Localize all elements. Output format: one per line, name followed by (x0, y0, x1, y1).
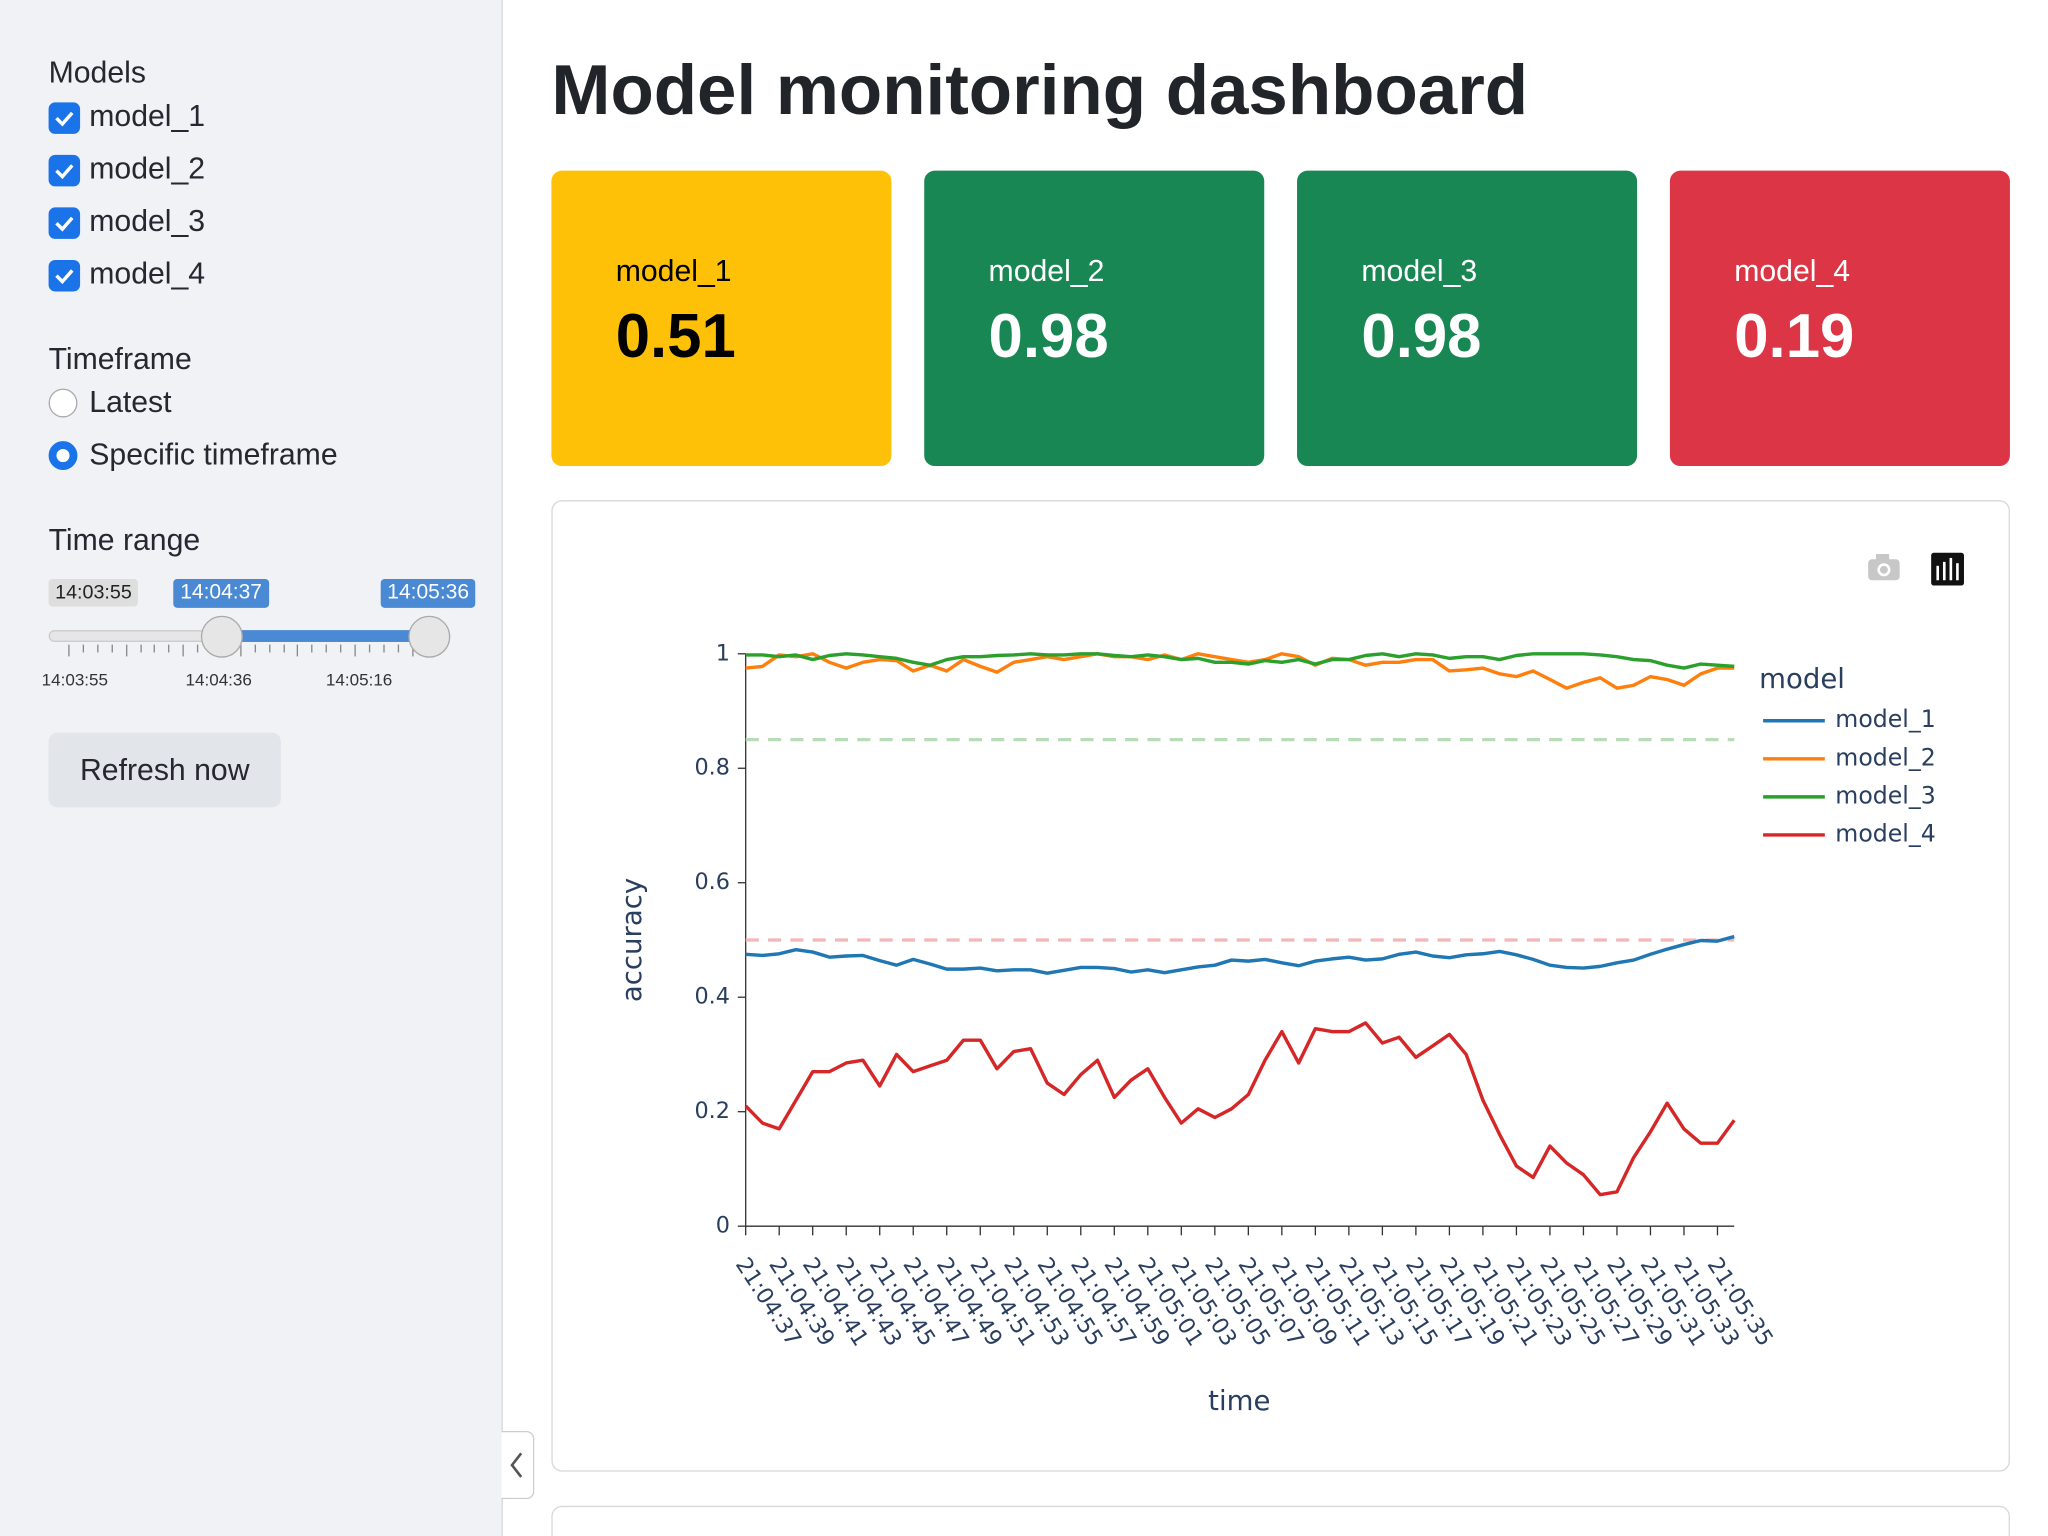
slider-tick-label: 14:03:55 (41, 669, 109, 690)
checkbox-label[interactable]: model_2 (89, 150, 206, 186)
checkbox[interactable] (48, 154, 81, 187)
legend-label: model_2 (1835, 743, 1935, 771)
metric-label: model_3 (1361, 253, 1478, 288)
check-icon (55, 216, 74, 232)
metric-value: 0.51 (615, 300, 736, 371)
legend-label: model_3 (1835, 781, 1935, 809)
series-line (745, 652, 1735, 690)
slider-range (222, 630, 430, 642)
slider-minor-tick (340, 644, 342, 653)
series-line (745, 934, 1735, 975)
slider-minor-tick (182, 644, 185, 657)
metric-value: 0.19 (1734, 300, 1855, 371)
check-icon (55, 269, 74, 285)
timeframe-label: Timeframe (48, 341, 192, 376)
metric-card: model_3 0.98 (1297, 170, 1638, 467)
collapse-sidebar-button[interactable] (501, 1430, 535, 1500)
page-title: Model monitoring dashboard (551, 51, 1529, 130)
checkbox-label[interactable]: model_1 (89, 98, 206, 133)
check-icon (55, 111, 74, 127)
radio-label[interactable]: Latest (89, 384, 172, 419)
legend-label: model_1 (1835, 705, 1935, 733)
metric-label: model_1 (615, 253, 732, 288)
slider-minor-tick (325, 644, 328, 653)
chart-card (551, 1505, 2010, 1536)
y-tick-label: 0.6 (694, 869, 729, 895)
chart-card (551, 500, 2010, 1472)
slider-minor-tick (197, 644, 199, 653)
plotly-logo-icon[interactable] (1931, 552, 1964, 586)
slider-minor-tick (168, 644, 170, 653)
checkbox[interactable] (48, 259, 81, 292)
slider-minor-tick (397, 644, 399, 653)
refresh-button[interactable]: Refresh now (48, 732, 281, 808)
chevron-icon (510, 1452, 523, 1478)
slider-handle[interactable] (408, 615, 451, 658)
slider-minor-tick (311, 644, 313, 653)
checkbox[interactable] (48, 102, 81, 134)
legend-title: model (1759, 663, 1845, 695)
y-tick-label: 0.4 (694, 984, 729, 1010)
y-tick-label: 1 (716, 640, 730, 666)
sidebar: Models Timeframe Time range Refresh now … (0, 0, 503, 1536)
slider-minor-tick (125, 644, 127, 657)
series-line (745, 652, 1735, 670)
radio-button[interactable] (48, 441, 78, 470)
slider-minor-tick (368, 644, 371, 653)
y-tick-label: 0 (716, 1213, 730, 1239)
slider-minor-tick (111, 644, 113, 653)
slider-value-label: 14:04:37 (173, 578, 269, 608)
metric-label: model_4 (1734, 253, 1851, 288)
x-axis-title: time (1208, 1385, 1270, 1417)
slider-minor-tick (383, 644, 385, 653)
legend-label: model_4 (1835, 819, 1935, 847)
slider-value-label: 14:05:36 (380, 578, 476, 608)
checkbox[interactable] (48, 207, 81, 239)
slider-minor-tick (82, 644, 84, 653)
slider-minor-tick (96, 644, 99, 653)
metric-label: model_2 (988, 253, 1105, 288)
time-range-label: Time range (48, 522, 201, 557)
slider-minor-tick (297, 644, 299, 657)
slider-minor-tick (282, 644, 285, 653)
y-tick-label: 0.8 (694, 755, 729, 781)
slider-minor-tick (139, 644, 142, 653)
metric-card: model_2 0.98 (924, 170, 1265, 467)
checkbox-label[interactable]: model_4 (89, 255, 206, 291)
series-line (744, 1021, 1736, 1197)
camera-icon[interactable] (1868, 554, 1900, 581)
slider-minor-tick (254, 644, 256, 653)
check-icon (55, 164, 74, 180)
slider-minor-tick (354, 644, 356, 657)
radio-label[interactable]: Specific timeframe (89, 437, 338, 472)
slider-minor-tick (239, 644, 242, 657)
slider-minor-tick (154, 644, 156, 653)
slider-min-label: 14:03:55 (48, 578, 139, 607)
models-label: Models (48, 55, 146, 90)
radio-button[interactable] (48, 388, 78, 418)
checkbox-label[interactable]: model_3 (89, 203, 206, 238)
metric-value: 0.98 (988, 300, 1109, 371)
metric-card: model_4 0.19 (1669, 170, 2010, 467)
slider-minor-tick (411, 644, 414, 657)
slider-minor-tick (268, 644, 270, 653)
y-tick-label: 0.2 (694, 1098, 729, 1124)
metric-value: 0.98 (1361, 300, 1482, 371)
slider-handle[interactable] (201, 615, 244, 658)
y-axis-title: accuracy (616, 878, 648, 1002)
slider-tick-label: 14:05:16 (325, 669, 393, 690)
metric-card: model_1 0.51 (551, 170, 892, 467)
slider-tick-label: 14:04:36 (185, 669, 252, 690)
slider-minor-tick (68, 644, 70, 657)
